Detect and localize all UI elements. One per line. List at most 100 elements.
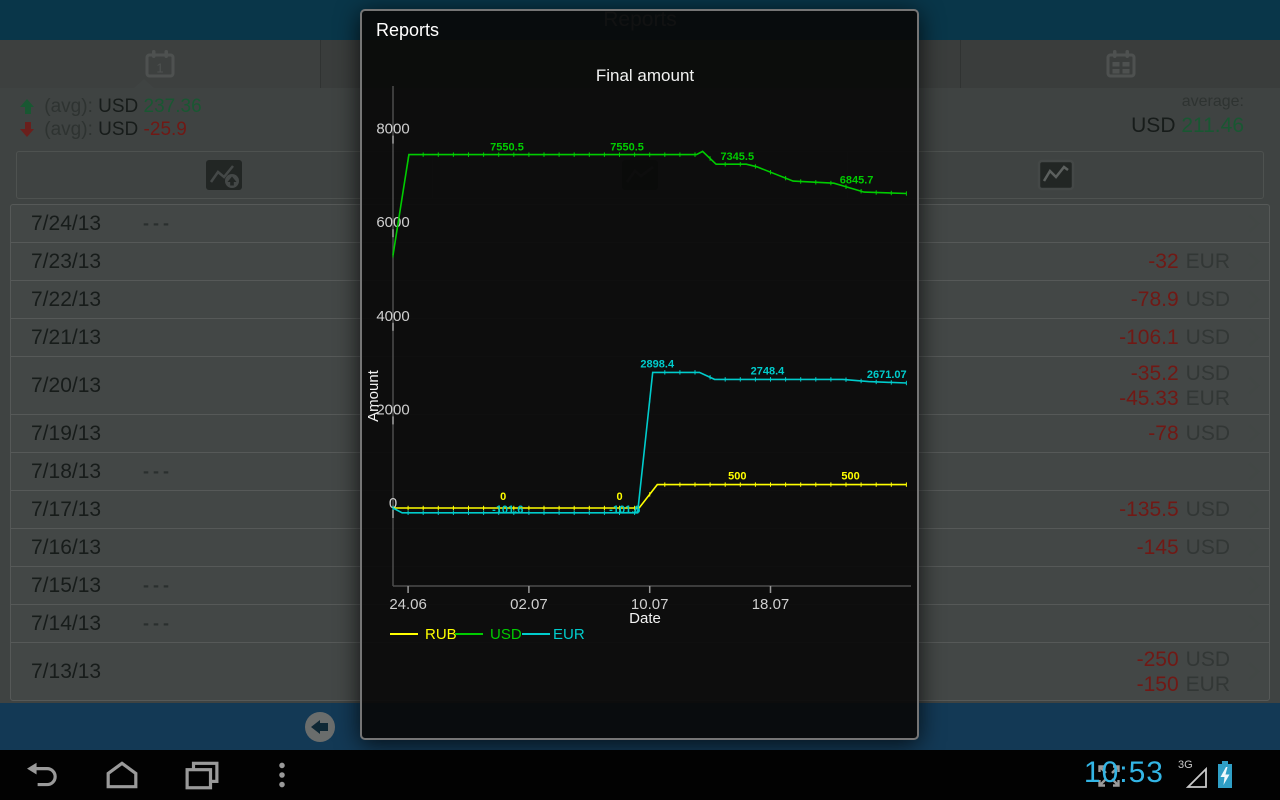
nav-menu-overflow-icon[interactable]	[272, 758, 292, 792]
svg-text:1: 1	[156, 61, 163, 76]
svg-text:2748.4: 2748.4	[751, 365, 786, 377]
svg-text:4000: 4000	[376, 308, 409, 325]
svg-text:2671.07: 2671.07	[867, 369, 907, 381]
svg-text:6000: 6000	[376, 214, 409, 231]
expense-currency: USD	[98, 119, 139, 140]
line-chart-button[interactable]	[847, 152, 1263, 198]
average-label: average:	[1181, 93, 1244, 110]
average-value: 211.46	[1181, 114, 1244, 137]
row-date: 7/22/13	[31, 287, 102, 311]
row-empty-placeholder: ---	[143, 575, 173, 595]
amount-value: -45.33	[1119, 386, 1179, 410]
amount-currency: USD	[1185, 361, 1230, 385]
tab-month-view[interactable]	[960, 40, 1280, 88]
calendar-month-icon	[1106, 50, 1135, 78]
income-average: (avg): USD 237.36	[20, 96, 202, 118]
row-amounts: -135.5 USD	[1119, 497, 1230, 522]
income-value: 237.36	[143, 96, 202, 117]
row-date: 7/18/13	[31, 459, 102, 483]
expense-value: -25.9	[143, 119, 187, 140]
amount-currency: USD	[1185, 647, 1230, 671]
svg-text:0: 0	[500, 491, 506, 503]
tab-week-view[interactable]	[320, 40, 960, 88]
row-date: 7/19/13	[31, 421, 102, 445]
svg-text:500: 500	[841, 471, 859, 483]
amount-value: -32	[1148, 250, 1179, 273]
amount-value: -78	[1148, 422, 1179, 445]
chart-title: Final amount	[596, 66, 695, 85]
legend-RUB: RUB	[425, 626, 457, 643]
row-amounts: -32 EUR	[1148, 249, 1230, 274]
row-date: 7/23/13	[31, 249, 102, 273]
network-signal-icon: 3G	[1178, 759, 1208, 791]
amount-value: -250	[1136, 647, 1179, 671]
row-amounts: -250 USD -150 EUR	[1137, 647, 1230, 697]
svg-text:-101.6: -101.6	[492, 504, 523, 516]
final-amount-chart: 0 2000 4000 6000 8000 24.06 02.07 10.07 18.07 0 0 5…	[365, 66, 911, 643]
calendar-day-icon: 1	[145, 50, 175, 78]
legend-USD: USD	[490, 626, 522, 643]
selected-tab-notch	[134, 79, 154, 88]
arrow-up-icon	[20, 99, 35, 114]
amount-value: -106.1	[1119, 326, 1179, 349]
row-amounts: -145 USD	[1137, 535, 1230, 560]
expense-average: (avg): USD -25.9	[20, 119, 187, 141]
row-date: 7/21/13	[31, 325, 102, 349]
arrow-down-icon	[20, 122, 35, 137]
network-badge: 3G	[1178, 759, 1193, 771]
row-date: 7/14/13	[31, 611, 102, 635]
y-axis-title: Amount	[365, 369, 382, 422]
amount-value: -150	[1136, 672, 1179, 696]
row-amounts: -106.1 USD	[1119, 325, 1230, 350]
amount-currency: USD	[1185, 288, 1230, 311]
x-axis-title: Date	[629, 610, 661, 627]
svg-text:7550.5: 7550.5	[490, 142, 524, 154]
row-date: 7/17/13	[31, 497, 102, 521]
stats-summary: (avg): USD 237.36 (avg): USD -25.9 avera…	[0, 88, 1280, 150]
row-empty-placeholder: ---	[143, 213, 173, 233]
row-date: 7/16/13	[31, 535, 102, 559]
expense-label: (avg):	[44, 119, 93, 140]
amount-value: -135.5	[1119, 498, 1179, 521]
row-date: 7/15/13	[31, 573, 102, 597]
nav-home-icon[interactable]	[102, 758, 142, 792]
svg-text:0: 0	[616, 491, 622, 503]
row-amounts: -78 USD	[1148, 421, 1230, 446]
nav-back-icon[interactable]	[24, 758, 64, 792]
row-date: 7/13/13	[31, 659, 102, 683]
row-date: 7/20/13	[31, 373, 102, 397]
amount-currency: EUR	[1185, 386, 1230, 410]
chart-add-button[interactable]	[17, 152, 432, 198]
amount-currency: USD	[1185, 498, 1230, 521]
clock: 10:53	[1083, 756, 1164, 789]
amount-currency: USD	[1185, 422, 1230, 445]
svg-text:0: 0	[389, 495, 397, 512]
svg-text:18.07: 18.07	[752, 596, 790, 613]
row-date: 7/24/13	[31, 211, 102, 235]
amount-currency: USD	[1185, 536, 1230, 559]
income-label: (avg):	[44, 96, 93, 117]
legend-EUR: EUR	[553, 626, 585, 643]
transaction-row[interactable]: 7/13/13 -250 USD -150 EUR	[11, 643, 1269, 700]
row-empty-placeholder: ---	[143, 461, 173, 481]
battery-charging-icon	[1218, 761, 1232, 788]
income-currency: USD	[98, 96, 139, 117]
svg-text:10.07: 10.07	[631, 596, 669, 613]
fullscreen-expand-icon[interactable]	[1095, 762, 1123, 790]
circle-back-icon[interactable]	[305, 712, 335, 742]
amount-currency: EUR	[1185, 672, 1230, 696]
total-average: average: USD 211.46	[1131, 93, 1244, 138]
svg-text:7345.5: 7345.5	[720, 151, 754, 163]
svg-text:7550.5: 7550.5	[610, 142, 644, 154]
svg-text:-101.6: -101.6	[609, 504, 640, 516]
tab-day-view[interactable]: 1	[0, 40, 320, 88]
amount-currency: EUR	[1185, 250, 1230, 273]
nav-recents-icon[interactable]	[182, 758, 222, 792]
svg-text:8000: 8000	[376, 121, 409, 138]
series-RUB-line	[393, 483, 907, 509]
navigation-bar: 10:53 3G	[0, 750, 1280, 800]
row-amounts: -35.2 USD -45.33 EUR	[1119, 361, 1230, 411]
svg-text:2898.4: 2898.4	[640, 358, 675, 370]
amount-value: -145	[1136, 536, 1179, 559]
reports-dialog: Reports 0 2000 4000 6000 8000 24.06 02.07 10.07…	[360, 9, 919, 740]
